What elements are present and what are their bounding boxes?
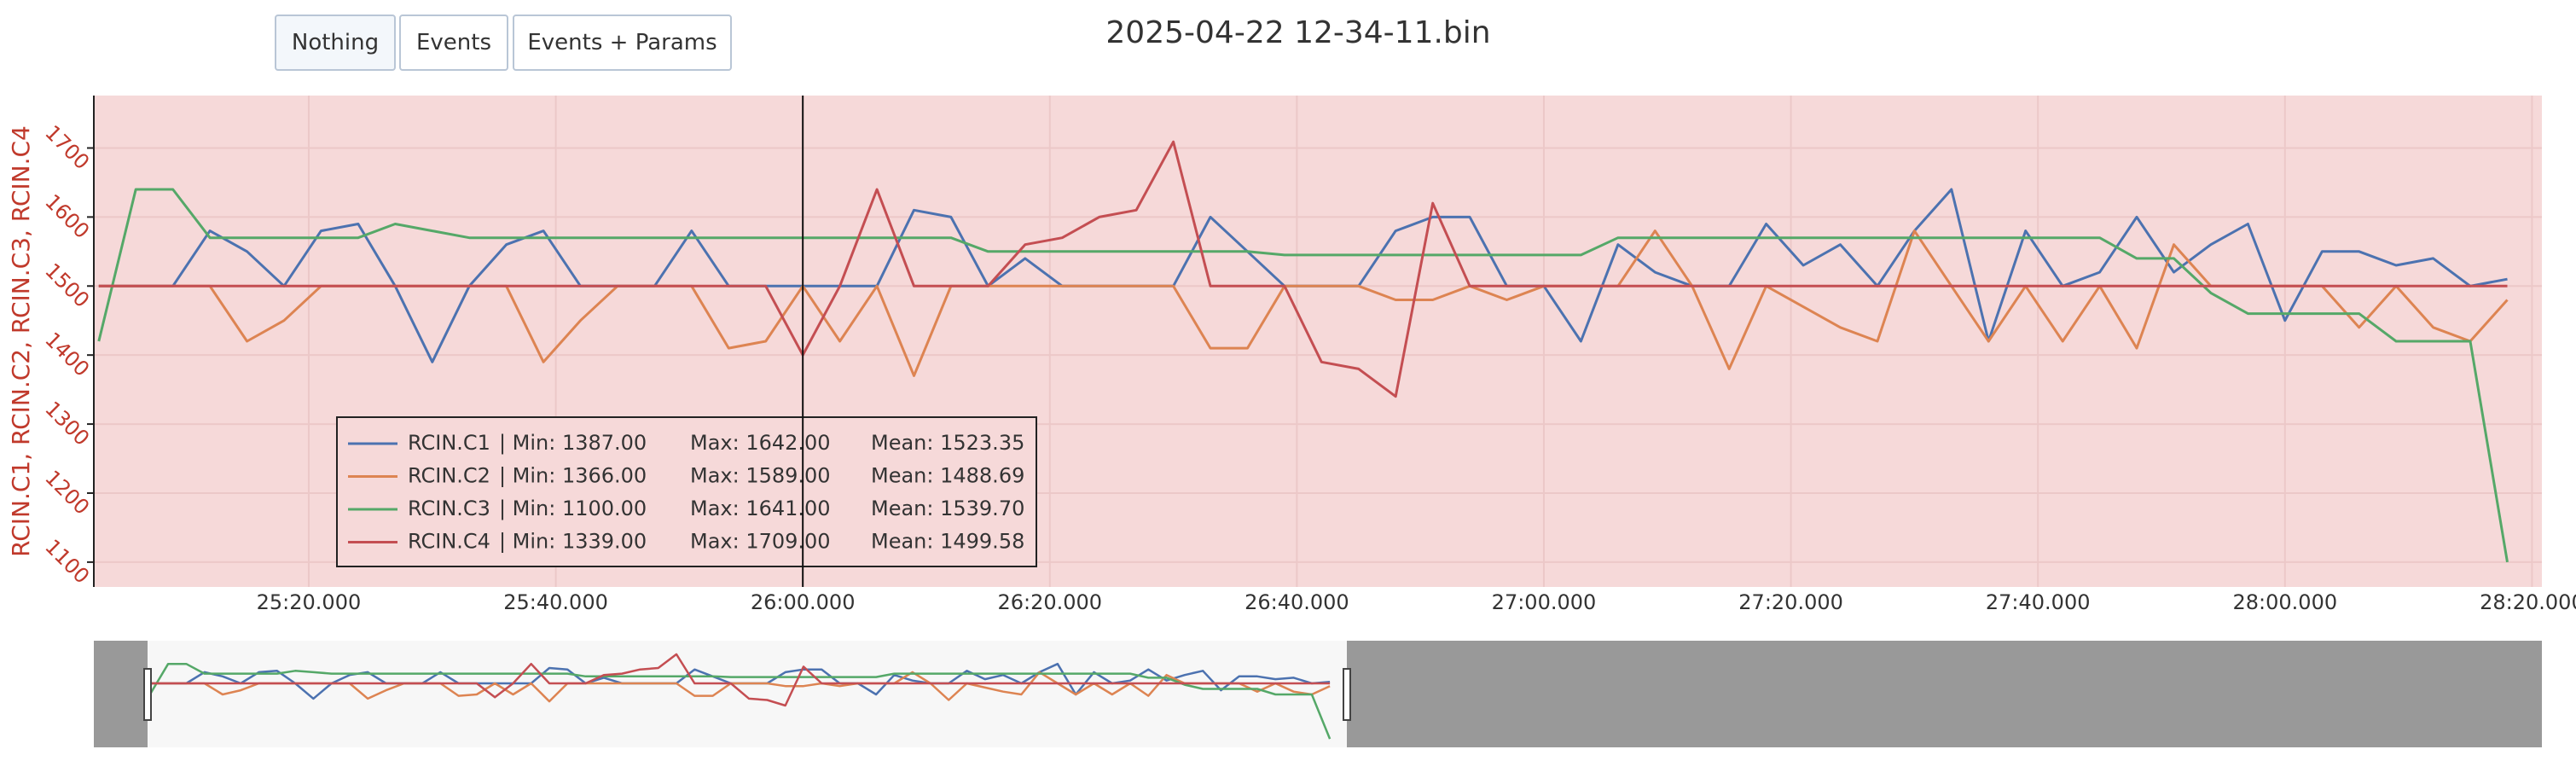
button[interactable]: Nothing [275,15,396,71]
legend-mean: Mean: 1499.58 [871,530,1024,554]
button[interactable]: Events [399,15,508,71]
legend-label: RCIN.C3 | Min: 1100.00 [408,497,647,520]
legend-name: RCIN.C1 [408,431,490,455]
y-tick-label: 1100 [40,535,94,589]
legend-mean: Mean: 1488.69 [871,464,1024,488]
y-axis-title: RCIN.C1, RCIN.C2, RCIN.C3, RCIN.C4 [7,125,35,557]
series-line [98,140,2508,398]
legend-name: RCIN.C3 [408,497,490,520]
y-tick-label: 1500 [40,259,94,312]
y-tick-label: 1300 [40,397,94,450]
y-tick-label: 1200 [40,466,94,520]
range-handle[interactable] [1343,668,1351,721]
button[interactable]: Events + Params [513,15,732,71]
x-tick-label: 27:20.000 [1738,590,1843,614]
chart-title: 2025-04-22 12-34-11.bin [1105,15,1490,50]
legend-min: | Min: 1387.00 [499,431,647,455]
legend-name: RCIN.C4 [408,530,490,554]
x-tick-label: 26:40.000 [1244,590,1349,614]
legend-max: Max: 1641.00 [690,497,831,520]
y-tick-label: 1600 [40,189,94,243]
legend-mean: Mean: 1539.70 [871,497,1024,520]
legend-min: | Min: 1366.00 [499,464,647,488]
x-tick-label: 28:00.000 [2233,590,2338,614]
series-line [148,662,1332,740]
legend-mean: Mean: 1523.35 [871,431,1024,455]
legend-max: Max: 1642.00 [690,431,831,455]
x-tick-label: 28:20.000 [2480,590,2576,614]
range-handle[interactable] [143,668,152,721]
x-tick-label: 26:20.000 [997,590,1102,614]
x-tick-label: 27:00.000 [1492,590,1597,614]
legend-box [336,416,1037,567]
range-window[interactable] [148,641,1347,747]
legend-label: RCIN.C1 | Min: 1387.00 [408,431,647,455]
legend-label: RCIN.C4 | Min: 1339.00 [408,530,647,554]
y-tick-label: 1700 [40,120,94,174]
x-tick-label: 27:40.000 [1986,590,2091,614]
legend-name: RCIN.C2 [408,464,490,488]
legend-label: RCIN.C2 | Min: 1366.00 [408,464,647,488]
legend-min: | Min: 1339.00 [499,530,647,554]
x-tick-label: 26:00.000 [751,590,856,614]
series-line [149,653,1331,707]
legend-max: Max: 1709.00 [690,530,831,554]
y-tick-label: 1400 [40,328,94,381]
legend-min: | Min: 1100.00 [499,497,647,520]
series-line [97,188,2509,563]
legend-max: Max: 1589.00 [690,464,831,488]
x-tick-label: 25:40.000 [503,590,608,614]
x-tick-label: 25:20.000 [257,590,362,614]
